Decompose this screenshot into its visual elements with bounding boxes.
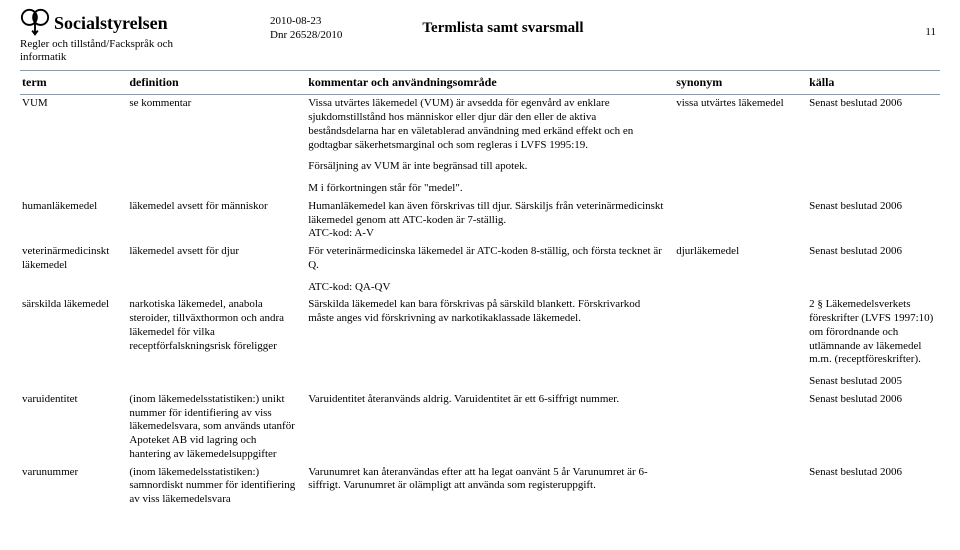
col-header-term: term bbox=[20, 71, 127, 95]
document-header: Socialstyrelsen Regler och tillstånd/Fac… bbox=[20, 8, 940, 64]
col-header-synonym: synonym bbox=[674, 71, 807, 95]
cell-source: 2 § Läkemedelsverkets föreskrifter (LVFS… bbox=[807, 296, 940, 391]
table-header-row: term definition kommentar och användning… bbox=[20, 71, 940, 95]
org-name: Socialstyrelsen bbox=[54, 13, 168, 34]
cell-comment: Humanläkemedel kan även förskrivas till … bbox=[306, 198, 674, 243]
comment-para: ATC-kod: QA-QV bbox=[308, 281, 668, 295]
cell-synonym: djurläkemedel bbox=[674, 243, 807, 296]
comment-para: Försäljning av VUM är inte begränsad til… bbox=[308, 160, 668, 174]
comment-para: Särskilda läkemedel kan bara förskrivas … bbox=[308, 298, 668, 326]
comment-para: Varunumret kan återanvändas efter att ha… bbox=[308, 466, 668, 494]
col-header-source: källa bbox=[807, 71, 940, 95]
comment-para: Vissa utvärtes läkemedel (VUM) är avsedd… bbox=[308, 97, 668, 152]
comment-para: Humanläkemedel kan även förskrivas till … bbox=[308, 200, 668, 228]
cell-comment: Särskilda läkemedel kan bara förskrivas … bbox=[306, 296, 674, 391]
table-row: veterinärmedicinskt läkemedel läkemedel … bbox=[20, 243, 940, 296]
logo-row: Socialstyrelsen bbox=[20, 8, 190, 38]
cell-source: Senast beslutad 2006 bbox=[807, 464, 940, 509]
table-row: VUM se kommentar Vissa utvärtes läkemede… bbox=[20, 95, 940, 198]
source-para: 2 § Läkemedelsverkets föreskrifter (LVFS… bbox=[809, 298, 934, 367]
cell-source: Senast beslutad 2006 bbox=[807, 198, 940, 243]
cell-definition: (inom läkemedelsstatistiken:) samnordisk… bbox=[127, 464, 306, 509]
doc-title: Termlista samt svarsmall bbox=[422, 20, 583, 37]
comment-para: För veterinärmedicinska läkemedel är ATC… bbox=[308, 245, 668, 273]
logo-block: Socialstyrelsen Regler och tillstånd/Fac… bbox=[20, 8, 190, 64]
cell-definition: se kommentar bbox=[127, 95, 306, 198]
cell-comment: Varunumret kan återanvändas efter att ha… bbox=[306, 464, 674, 509]
cell-source: Senast beslutad 2006 bbox=[807, 243, 940, 296]
cell-comment: Vissa utvärtes läkemedel (VUM) är avsedd… bbox=[306, 95, 674, 198]
comment-para: M i förkortningen står för "medel". bbox=[308, 182, 668, 196]
cell-term: humanläkemedel bbox=[20, 198, 127, 243]
cell-synonym bbox=[674, 296, 807, 391]
cell-source: Senast beslutad 2006 bbox=[807, 391, 940, 464]
doc-dnr: Dnr 26528/2010 bbox=[270, 28, 342, 42]
org-logo-icon bbox=[20, 8, 50, 38]
col-header-comment: kommentar och användningsområde bbox=[306, 71, 674, 95]
cell-synonym: vissa utvärtes läkemedel bbox=[674, 95, 807, 198]
cell-comment: Varuidentitet återanvänds aldrig. Varuid… bbox=[306, 391, 674, 464]
comment-para: ATC-kod: A-V bbox=[308, 227, 668, 241]
cell-term: veterinärmedicinskt läkemedel bbox=[20, 243, 127, 296]
source-para: Senast beslutad 2005 bbox=[809, 375, 934, 389]
doc-date: 2010-08-23 bbox=[270, 14, 342, 28]
cell-synonym bbox=[674, 391, 807, 464]
table-row: humanläkemedel läkemedel avsett för männ… bbox=[20, 198, 940, 243]
table-row: varuidentitet (inom läkemedelsstatistike… bbox=[20, 391, 940, 464]
cell-synonym bbox=[674, 464, 807, 509]
table-row: särskilda läkemedel narkotiska läkemedel… bbox=[20, 296, 940, 391]
cell-definition: läkemedel avsett för djur bbox=[127, 243, 306, 296]
unit-name: Regler och tillstånd/Fackspråk och infor… bbox=[20, 38, 190, 64]
table-row: varunummer (inom läkemedelsstatistiken:)… bbox=[20, 464, 940, 509]
cell-term: VUM bbox=[20, 95, 127, 198]
cell-synonym bbox=[674, 198, 807, 243]
cell-comment: För veterinärmedicinska läkemedel är ATC… bbox=[306, 243, 674, 296]
cell-term: varuidentitet bbox=[20, 391, 127, 464]
cell-term: särskilda läkemedel bbox=[20, 296, 127, 391]
page-number: 11 bbox=[925, 26, 936, 38]
doc-meta: 2010-08-23 Dnr 26528/2010 bbox=[270, 14, 342, 43]
cell-term: varunummer bbox=[20, 464, 127, 509]
cell-definition: narkotiska läkemedel, anabola steroider,… bbox=[127, 296, 306, 391]
cell-source: Senast beslutad 2006 bbox=[807, 95, 940, 198]
term-table: term definition kommentar och användning… bbox=[20, 70, 940, 509]
cell-definition: (inom läkemedelsstatistiken:) unikt numm… bbox=[127, 391, 306, 464]
col-header-def: definition bbox=[127, 71, 306, 95]
comment-para: Varuidentitet återanvänds aldrig. Varuid… bbox=[308, 393, 668, 407]
cell-definition: läkemedel avsett för människor bbox=[127, 198, 306, 243]
